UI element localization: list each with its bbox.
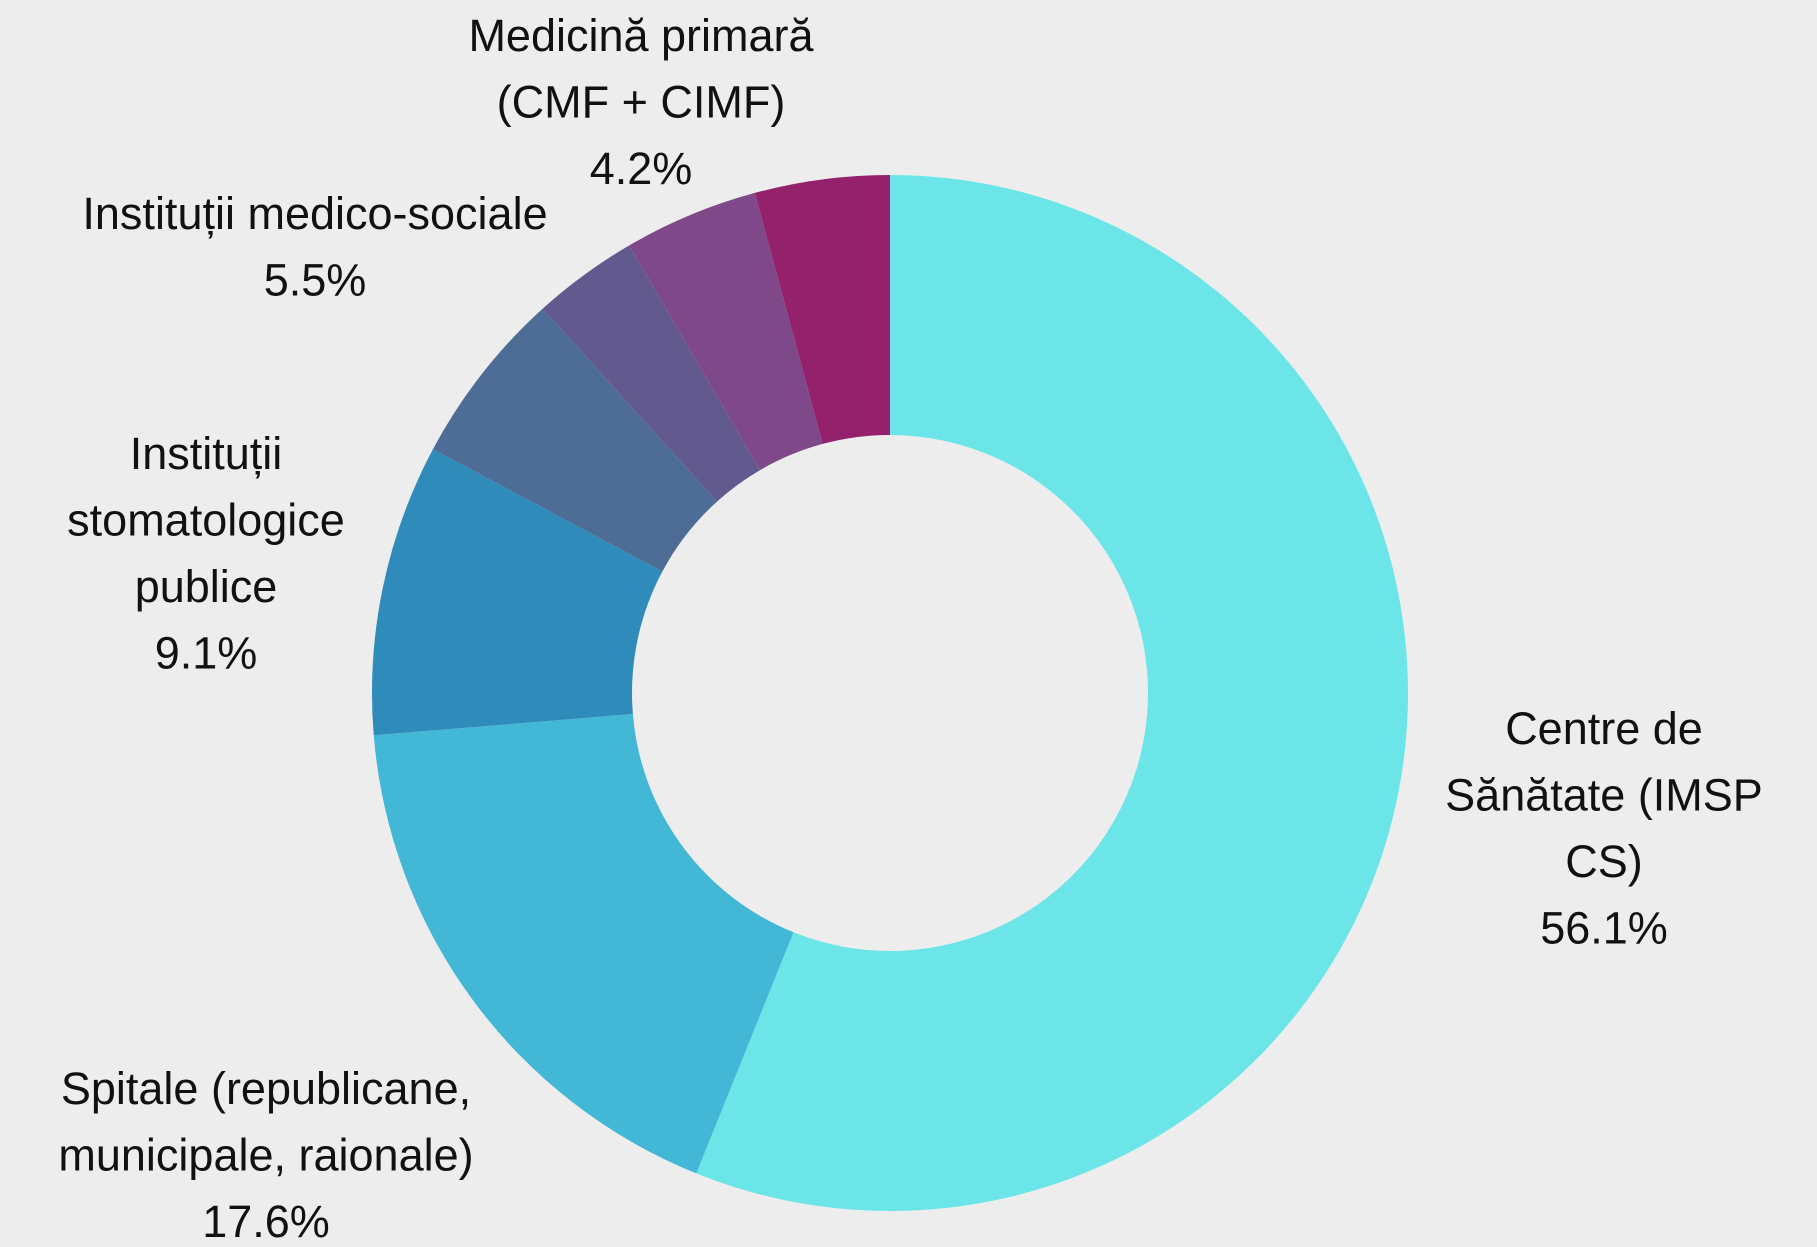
donut-segment bbox=[754, 175, 890, 444]
donut-segment bbox=[629, 192, 823, 471]
label-line: stomatologice bbox=[67, 494, 345, 545]
label-line: Centre de bbox=[1505, 703, 1703, 754]
label-line: Instituții medico-sociale bbox=[82, 188, 547, 239]
label-line: CS) bbox=[1565, 836, 1643, 887]
donut-segment bbox=[542, 245, 761, 502]
value-label: 17.6% bbox=[202, 1196, 330, 1247]
segment-label: Medicină primară (CMF + CIMF) bbox=[468, 10, 814, 128]
value-label: 4.2% bbox=[590, 143, 693, 194]
donut-segment bbox=[372, 449, 663, 736]
donut-segment bbox=[432, 308, 717, 572]
label-line: Instituții bbox=[130, 428, 283, 479]
segment-label: Instituții medico-sociale bbox=[82, 188, 547, 239]
label-line: municipale, raionale) bbox=[58, 1129, 473, 1180]
donut-segment bbox=[696, 175, 1408, 1211]
label-line: Sănătate (IMSP bbox=[1445, 769, 1763, 820]
label-line: publice bbox=[135, 561, 278, 612]
segment-label: Centre de Sănătate (IMSP CS) bbox=[1445, 703, 1763, 887]
label-line: (CMF + CIMF) bbox=[497, 76, 786, 127]
segment-label: Instituții stomatologice publice bbox=[67, 428, 345, 612]
value-label: 9.1% bbox=[155, 628, 258, 679]
label-line: Spitale (republicane, bbox=[61, 1063, 471, 1114]
value-label: 5.5% bbox=[264, 254, 367, 305]
value-label: 56.1% bbox=[1540, 903, 1668, 954]
donut-segment bbox=[373, 714, 794, 1174]
label-line: Medicină primară bbox=[468, 10, 814, 61]
segment-label: Spitale (republicane, municipale, raional… bbox=[58, 1063, 473, 1181]
